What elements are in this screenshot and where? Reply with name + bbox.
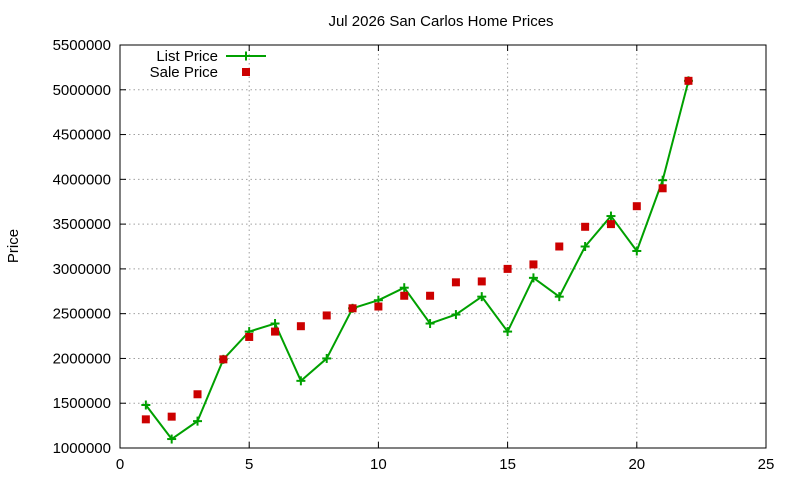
list-price-point bbox=[193, 416, 203, 426]
y-tick-label: 3500000 bbox=[53, 216, 111, 233]
sale-price-point bbox=[193, 390, 202, 399]
sale-price-point bbox=[684, 76, 693, 85]
x-tick-label: 5 bbox=[245, 456, 253, 473]
y-tick-label: 5500000 bbox=[53, 37, 111, 54]
sale-price-point bbox=[245, 332, 254, 341]
y-tick-label: 1000000 bbox=[53, 440, 111, 457]
list-price-point bbox=[554, 292, 564, 302]
y-axis-label: Price bbox=[5, 229, 22, 263]
sale-price-point bbox=[322, 311, 331, 320]
y-tick-label: 5000000 bbox=[53, 82, 111, 99]
y-tick-label: 2000000 bbox=[53, 350, 111, 367]
sale-price-point bbox=[451, 278, 460, 287]
sale-price-point bbox=[555, 242, 564, 251]
sale-price-point bbox=[141, 415, 150, 424]
list-price-point bbox=[477, 292, 487, 302]
sale-price-point bbox=[503, 264, 512, 273]
sale-price-point bbox=[219, 355, 228, 364]
legend-label: List Price bbox=[156, 48, 218, 65]
sale-price-point bbox=[426, 291, 435, 300]
list-price-point bbox=[399, 283, 409, 293]
legend-swatch-marker bbox=[242, 68, 250, 76]
sale-price-point bbox=[374, 302, 383, 311]
sale-price-point bbox=[348, 304, 357, 313]
sale-price-point bbox=[167, 412, 176, 421]
sale-price-point bbox=[658, 184, 667, 193]
list-price-point bbox=[451, 310, 461, 320]
list-price-point bbox=[658, 175, 668, 185]
grid bbox=[120, 45, 766, 448]
sale-price-point bbox=[632, 202, 641, 211]
sale-price-point bbox=[606, 220, 615, 229]
chart-title: Jul 2026 San Carlos Home Prices bbox=[328, 13, 553, 30]
x-tick-label: 25 bbox=[758, 456, 775, 473]
list-price-point bbox=[141, 400, 151, 410]
list-price-point bbox=[528, 273, 538, 283]
sale-price-point bbox=[296, 322, 305, 331]
y-tick-label: 3000000 bbox=[53, 261, 111, 278]
sale-price-point bbox=[477, 277, 486, 286]
series-layer bbox=[141, 76, 693, 444]
plot-frame bbox=[119, 44, 767, 449]
list-price-point bbox=[296, 376, 306, 386]
sale-price-point bbox=[271, 327, 280, 336]
list-price-point bbox=[503, 327, 513, 337]
axes: 0 5 10 15 20 25 1000000 1500000 2000000 2500000 30… bbox=[53, 37, 775, 473]
list-price-point bbox=[322, 353, 332, 363]
y-tick-label: 4500000 bbox=[53, 127, 111, 144]
sale-price-point bbox=[400, 291, 409, 300]
x-tick-label: 20 bbox=[628, 456, 645, 473]
x-tick-label: 10 bbox=[370, 456, 387, 473]
list-price-point bbox=[632, 246, 642, 256]
y-tick-label: 1500000 bbox=[53, 395, 111, 412]
y-tick-label: 2500000 bbox=[53, 306, 111, 323]
list-price-line bbox=[145, 80, 690, 441]
list-price-point bbox=[580, 242, 590, 251]
list-price-point bbox=[425, 319, 435, 329]
sale-price-point bbox=[529, 260, 538, 269]
sale-price-point bbox=[581, 222, 590, 231]
x-tick-label: 15 bbox=[499, 456, 516, 473]
list-price-point bbox=[270, 319, 280, 329]
list-price-point bbox=[167, 434, 177, 444]
x-tick-label: 0 bbox=[116, 456, 124, 473]
y-tick-label: 4000000 bbox=[53, 171, 111, 188]
list-price-point bbox=[606, 211, 616, 221]
legend-label: Sale Price bbox=[150, 64, 218, 81]
legend-swatch-marker bbox=[241, 51, 251, 61]
